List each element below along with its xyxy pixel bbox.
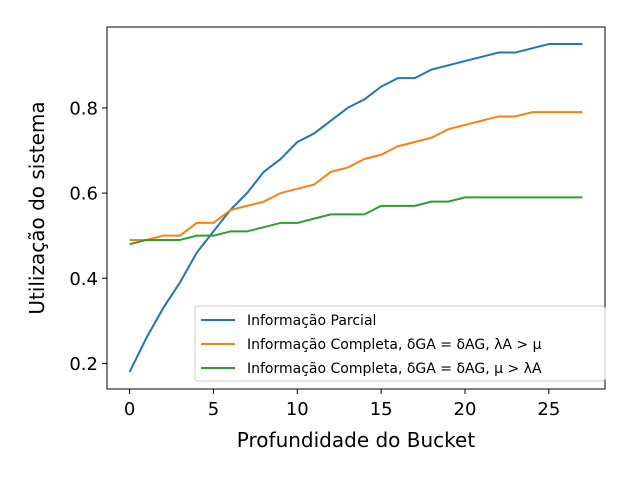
y-tick-label: 0.6 <box>69 184 98 205</box>
legend-label-1: Informação Parcial <box>247 313 376 329</box>
x-tick-label: 10 <box>286 399 309 420</box>
x-axis-ticks: 0 5 10 15 20 25 <box>124 389 560 420</box>
x-tick-label: 25 <box>537 399 560 420</box>
y-tick-label: 0.4 <box>69 269 98 290</box>
x-axis-label: Profundidade do Bucket <box>237 428 476 452</box>
y-tick-label: 0.2 <box>69 354 98 375</box>
y-axis-label: Utilização do sistema <box>25 101 49 314</box>
legend-box <box>194 305 606 382</box>
y-axis-ticks: 0.2 0.4 0.6 0.8 <box>69 98 107 375</box>
series-line-2 <box>129 111 583 241</box>
x-tick-label: 0 <box>124 399 135 420</box>
legend: Informação Parcial Informação Completa, δ… <box>194 305 606 382</box>
x-tick-label: 15 <box>370 399 393 420</box>
series-line-3 <box>129 196 583 246</box>
series-layer <box>128 43 583 373</box>
x-tick-label: 5 <box>208 399 219 420</box>
y-tick-label: 0.8 <box>69 98 98 119</box>
legend-label-2: Informação Completa, δGA = δAG, λA > μ <box>247 337 542 353</box>
series-line-1 <box>128 43 583 373</box>
plot-frame <box>106 26 606 390</box>
legend-label-3: Informação Completa, δGA = δAG, μ > λA <box>247 361 542 377</box>
x-tick-label: 20 <box>454 399 477 420</box>
